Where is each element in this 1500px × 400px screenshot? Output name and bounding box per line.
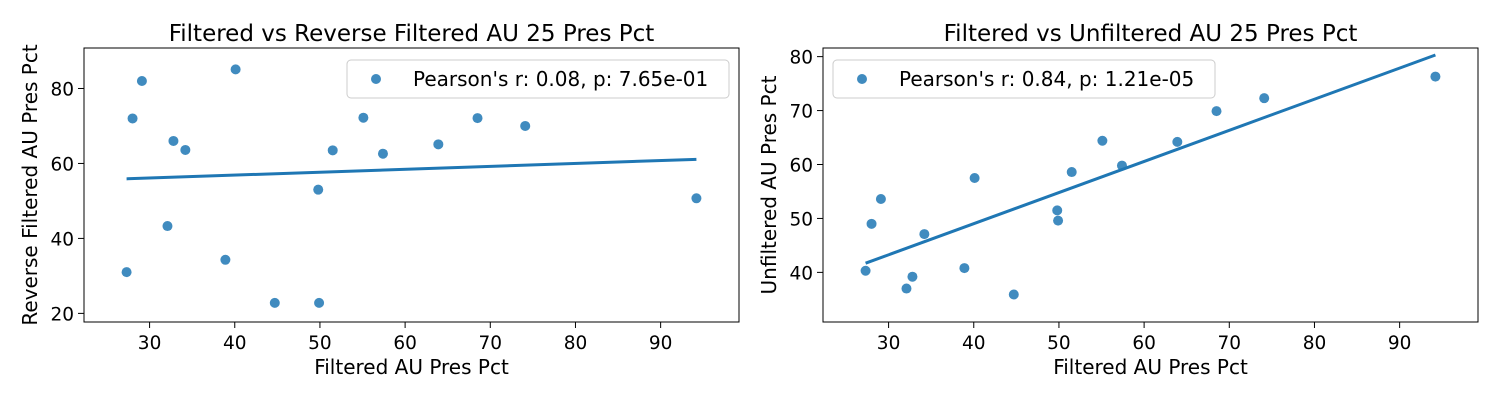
y-tick-label: 40 bbox=[50, 229, 74, 250]
data-point bbox=[1052, 205, 1063, 216]
data-point bbox=[919, 229, 930, 240]
x-tick-label: 60 bbox=[1132, 333, 1156, 354]
y-axis-label: Unfiltered AU Pres Pct bbox=[757, 75, 781, 294]
data-point bbox=[327, 145, 338, 156]
data-point bbox=[860, 265, 871, 276]
data-point bbox=[180, 144, 191, 155]
legend-box bbox=[346, 59, 730, 99]
legend-label: Pearson's r: 0.08, p: 7.65e-01 bbox=[413, 67, 708, 91]
x-tick-label: 40 bbox=[223, 333, 247, 354]
x-tick-label: 70 bbox=[479, 333, 503, 354]
data-point bbox=[314, 297, 325, 308]
x-tick-label: 90 bbox=[1388, 333, 1412, 354]
legend-marker bbox=[857, 74, 867, 84]
y-tick-label: 50 bbox=[789, 209, 813, 230]
x-tick-label: 30 bbox=[877, 333, 901, 354]
x-axis-label: Filtered AU Pres Pct bbox=[314, 355, 509, 379]
x-tick-label: 50 bbox=[308, 333, 332, 354]
data-point bbox=[472, 113, 483, 124]
data-point bbox=[520, 120, 531, 131]
data-point bbox=[907, 271, 918, 282]
x-axis-label: Filtered AU Pres Pct bbox=[1053, 355, 1248, 379]
data-point bbox=[1430, 71, 1441, 82]
regression-line bbox=[126, 157, 697, 181]
chart-title: Filtered vs Unfiltered AU 25 Pres Pct bbox=[944, 21, 1358, 47]
data-point bbox=[901, 283, 912, 294]
data-point bbox=[136, 75, 147, 86]
legend: Pearson's r: 0.08, p: 7.65e-01 bbox=[346, 59, 730, 99]
data-point bbox=[1053, 215, 1064, 226]
data-point bbox=[162, 221, 173, 232]
data-point bbox=[875, 194, 886, 205]
x-tick-label: 80 bbox=[564, 333, 588, 354]
legend-box bbox=[832, 59, 1216, 99]
data-point bbox=[1066, 167, 1077, 178]
y-tick-label: 60 bbox=[50, 154, 74, 175]
data-point bbox=[1172, 136, 1183, 147]
legend-marker bbox=[371, 74, 381, 84]
x-tick-label: 40 bbox=[962, 333, 986, 354]
data-point bbox=[269, 297, 280, 308]
data-point bbox=[433, 139, 444, 150]
data-point bbox=[168, 135, 179, 146]
data-point bbox=[1008, 289, 1019, 300]
plot-area-frame bbox=[83, 47, 740, 323]
data-point bbox=[377, 148, 388, 159]
y-tick-label: 80 bbox=[789, 48, 813, 69]
data-point bbox=[691, 193, 702, 204]
data-point bbox=[358, 112, 369, 123]
legend-label: Pearson's r: 0.84, p: 1.21e-05 bbox=[899, 67, 1194, 91]
y-tick-label: 40 bbox=[789, 263, 813, 284]
data-point bbox=[1116, 160, 1127, 171]
right-scatter-panel: Filtered vs Unfiltered AU 25 Pres Pct 30 4… bbox=[757, 21, 1479, 379]
data-point bbox=[959, 263, 970, 274]
y-tick-label: 70 bbox=[789, 102, 813, 123]
y-tick-label: 80 bbox=[50, 79, 74, 100]
left-scatter-panel: Filtered vs Reverse Filtered AU 25 Pres … bbox=[18, 21, 740, 379]
x-tick-label: 50 bbox=[1047, 333, 1071, 354]
data-point bbox=[313, 184, 324, 195]
x-tick-label: 70 bbox=[1218, 333, 1242, 354]
y-tick-label: 20 bbox=[50, 304, 74, 325]
data-point bbox=[1211, 106, 1222, 117]
x-tick-label: 80 bbox=[1303, 333, 1327, 354]
plot-area-frame bbox=[822, 47, 1479, 323]
chart-title: Filtered vs Reverse Filtered AU 25 Pres … bbox=[169, 21, 655, 47]
x-tick-label: 90 bbox=[649, 333, 673, 354]
y-tick-label: 60 bbox=[789, 156, 813, 177]
x-tick-label: 30 bbox=[138, 333, 162, 354]
data-point bbox=[230, 64, 241, 75]
regression-line bbox=[865, 53, 1436, 265]
data-point bbox=[1097, 135, 1108, 146]
data-point bbox=[866, 218, 877, 229]
data-point bbox=[121, 267, 132, 278]
y-axis-label: Reverse Filtered AU Pres Pct bbox=[18, 44, 42, 326]
data-point bbox=[220, 254, 231, 265]
x-tick-label: 60 bbox=[393, 333, 417, 354]
data-point bbox=[1259, 93, 1270, 104]
data-point bbox=[969, 172, 980, 183]
data-point bbox=[127, 113, 138, 124]
legend: Pearson's r: 0.84, p: 1.21e-05 bbox=[832, 59, 1216, 99]
